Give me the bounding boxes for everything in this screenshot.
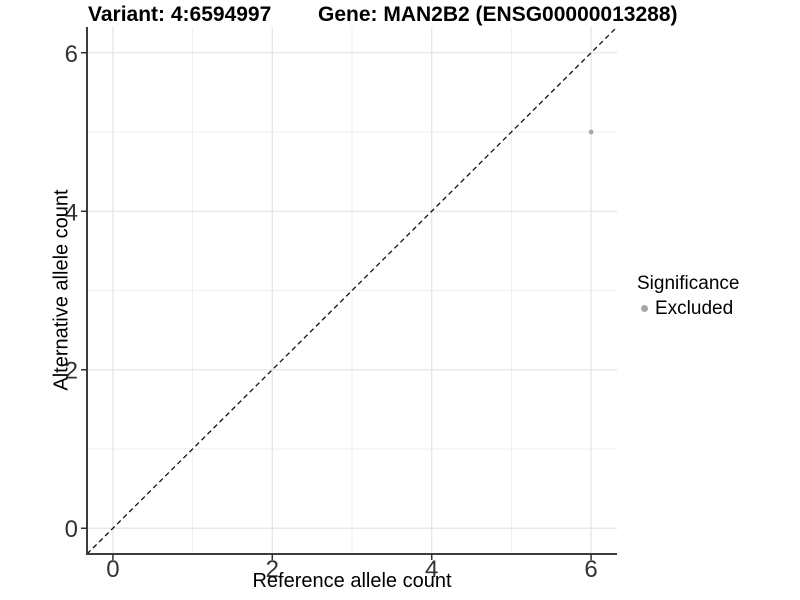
identity-dashed-line — [86, 26, 618, 555]
x-tick-label: 4 — [425, 556, 438, 583]
x-axis-title: Reference allele count — [252, 570, 452, 592]
y-tick-label: 0 — [65, 516, 78, 543]
x-tick-label: 6 — [584, 556, 597, 583]
legend-title: Significance — [637, 273, 740, 294]
legend-item-excluded: Excluded — [637, 298, 739, 320]
x-tick-label: 2 — [266, 556, 279, 583]
legend: Significance Excluded — [637, 273, 739, 320]
legend-point-icon — [641, 305, 648, 313]
data-point — [588, 129, 594, 135]
y-tick-label: 2 — [65, 358, 78, 385]
y-tick-label: 6 — [65, 41, 78, 68]
y-tick-label: 4 — [65, 199, 78, 226]
y-axis-title: Alternative allele count — [50, 189, 73, 391]
plot-title-gene: Gene: MAN2B2 (ENSG00000013288) — [318, 3, 678, 26]
x-tick-label: 0 — [106, 556, 119, 583]
legend-item-label: Excluded — [655, 297, 734, 319]
plot-title-variant: Variant: 4:6594997 — [88, 3, 272, 26]
